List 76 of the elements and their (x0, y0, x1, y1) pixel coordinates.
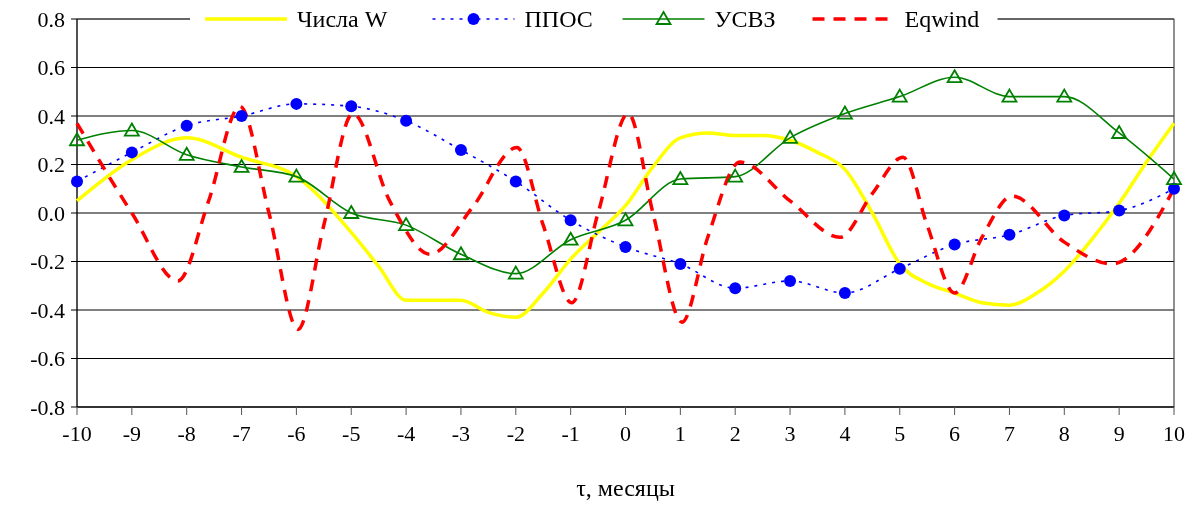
point (727, 168, 744, 183)
point (71, 175, 83, 188)
point (1166, 171, 1182, 185)
y-tick-label: 0.2 (37, 152, 65, 178)
x-tick-label: 1 (674, 421, 686, 446)
point (123, 122, 140, 137)
x-tick-label: -4 (396, 421, 416, 446)
point (125, 146, 138, 159)
x-tick-label: -1 (561, 421, 580, 446)
point (1056, 88, 1073, 103)
point (564, 214, 577, 227)
y-tick-label: -0.2 (30, 249, 65, 275)
y-tick-label: -0.4 (30, 297, 65, 323)
point (288, 168, 305, 183)
x-tick-label: 6 (949, 421, 961, 446)
x-tick-label: 5 (894, 421, 906, 446)
point (1113, 204, 1126, 217)
x-axis-title: τ, месяцы (576, 475, 675, 501)
point (672, 171, 689, 185)
point (782, 129, 798, 144)
x-tick-label: 2 (729, 421, 741, 446)
x-tick-label: -3 (451, 421, 471, 446)
x-tick-label: -5 (342, 421, 361, 446)
point (400, 114, 413, 127)
point (893, 262, 906, 275)
y-tick-label: 0.8 (37, 6, 65, 32)
point (562, 231, 579, 246)
point (507, 265, 524, 280)
point (729, 282, 742, 295)
point (509, 175, 522, 188)
point (946, 69, 963, 84)
x-tick-label: 8 (1058, 421, 1070, 446)
legend-label: ППОС (524, 6, 593, 33)
point (345, 100, 358, 113)
legend-label: УСВЗ (714, 6, 776, 33)
x-tick-label: -10 (62, 421, 92, 446)
point (398, 217, 414, 232)
x-tick-label: 3 (784, 421, 796, 446)
point (453, 246, 469, 261)
point (891, 88, 908, 103)
point (1058, 209, 1071, 222)
point (454, 143, 467, 156)
y-tick-label: -0.6 (30, 346, 65, 372)
x-tick-label: -9 (122, 421, 142, 446)
y-tick-label: 0.4 (37, 103, 65, 129)
point (784, 274, 797, 287)
point (180, 119, 193, 132)
legend-label: Числа W (297, 6, 388, 33)
y-tick-label: 0.6 (37, 55, 65, 81)
x-tick-label: 0 (620, 421, 631, 446)
point (1111, 125, 1128, 139)
x-tick-label: -7 (232, 421, 251, 446)
point (290, 97, 303, 110)
x-tick-label: 9 (1113, 421, 1125, 446)
point (178, 146, 195, 161)
point (617, 212, 634, 227)
point (838, 287, 851, 300)
legend-label: Eqwind (904, 6, 980, 33)
point (619, 240, 632, 253)
point (69, 132, 85, 147)
point (343, 205, 360, 219)
y-tick-label: 0.0 (37, 200, 65, 226)
x-tick-label: -8 (177, 421, 196, 446)
point (948, 238, 961, 251)
point (1003, 228, 1016, 241)
point (837, 105, 853, 120)
x-tick-label: 7 (1003, 421, 1015, 446)
x-tick-label: -6 (287, 421, 306, 446)
point (674, 257, 687, 270)
point (1001, 88, 1018, 103)
y-tick-label: -0.8 (30, 394, 65, 420)
x-tick-label: 4 (839, 421, 851, 446)
x-tick-label: 10 (1163, 421, 1185, 446)
x-tick-label: -2 (506, 421, 525, 446)
point (233, 159, 250, 173)
point (235, 110, 248, 122)
